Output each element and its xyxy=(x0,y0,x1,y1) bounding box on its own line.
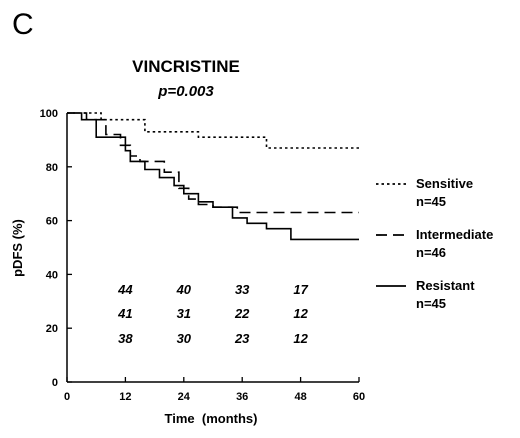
legend-n: n=46 xyxy=(416,245,446,260)
p-value: p=0.003 xyxy=(157,83,214,100)
y-tick-label: 40 xyxy=(46,269,58,281)
y-axis-label: pDFS (%) xyxy=(10,219,25,277)
at-risk-value: 31 xyxy=(177,306,191,321)
x-tick-label: 60 xyxy=(353,391,365,403)
x-ticks: 0 12 24 36 48 60 xyxy=(64,377,365,403)
at-risk-value: 30 xyxy=(177,331,192,346)
y-tick-label: 0 xyxy=(52,377,58,389)
at-risk-value: 12 xyxy=(293,306,308,321)
y-tick-label: 20 xyxy=(46,323,58,335)
legend-n: n=45 xyxy=(416,296,446,311)
x-tick-label: 48 xyxy=(294,391,306,403)
at-risk-value: 41 xyxy=(117,306,132,321)
at-risk-value: 38 xyxy=(118,331,133,346)
curve-resistant xyxy=(67,112,359,241)
at-risk-value: 23 xyxy=(234,331,250,346)
chart-title: VINCRISTINE xyxy=(132,57,240,76)
legend-label: Sensitive xyxy=(416,176,473,191)
y-tick-label: 60 xyxy=(46,216,58,228)
curve-intermediate xyxy=(67,112,359,214)
at-risk-value: 17 xyxy=(293,282,308,297)
x-tick-label: 36 xyxy=(236,391,248,403)
panel-label: C xyxy=(12,8,34,41)
at-risk-value: 33 xyxy=(235,282,250,297)
legend-label: Intermediate xyxy=(416,227,493,242)
legend-n: n=45 xyxy=(416,194,446,209)
x-tick-label: 12 xyxy=(119,391,131,403)
curve-sensitive xyxy=(67,112,359,149)
x-tick-label: 24 xyxy=(178,391,191,403)
survival-curves xyxy=(67,112,359,241)
x-tick-label: 0 xyxy=(64,391,70,403)
at-risk-value: 40 xyxy=(176,282,192,297)
y-tick-label: 100 xyxy=(40,108,58,120)
at-risk-value: 12 xyxy=(293,331,308,346)
at-risk-value: 44 xyxy=(117,282,133,297)
y-tick-label: 80 xyxy=(46,162,58,174)
at-risk-value: 22 xyxy=(234,306,250,321)
legend-label: Resistant xyxy=(416,278,475,293)
plot-area: 0 20 40 60 80 100 0 12 24 36 48 60 44 40 33 17 41 31 22 1… xyxy=(40,108,365,403)
numbers-at-risk: 44 40 33 17 41 31 22 12 38 30 23 12 xyxy=(117,282,308,346)
x-axis-label: Time (months) xyxy=(165,411,258,426)
y-ticks: 0 20 40 60 80 100 xyxy=(40,108,72,389)
legend: Sensitive n=45 Intermediate n=46 Resistant n=… xyxy=(376,176,493,311)
